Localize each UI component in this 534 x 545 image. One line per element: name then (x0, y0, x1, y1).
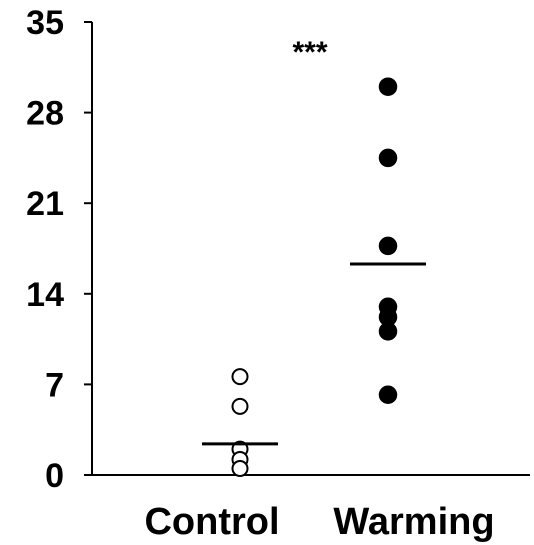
warming-point (378, 236, 398, 256)
warming-point (378, 148, 398, 168)
warming-point (378, 77, 398, 96)
axes (91, 22, 530, 476)
y-tick-label: 35 (26, 4, 64, 42)
y-axis-ticks (84, 21, 92, 476)
category-label-warming: Warming (333, 501, 494, 543)
significance-annotation: *** (292, 36, 327, 69)
warming-point (378, 322, 398, 341)
y-tick-label: 21 (26, 185, 64, 223)
y-tick-label: 28 (26, 95, 64, 133)
mean-lines (202, 262, 426, 446)
y-tick-label: 14 (26, 276, 64, 314)
control-point (231, 397, 249, 415)
category-label-control: Control (144, 501, 279, 543)
y-tick-label: 7 (45, 366, 64, 404)
data-points (231, 77, 398, 478)
control-point (231, 460, 249, 478)
warming-point (378, 385, 398, 405)
x-axis-category-labels: Control Warming (144, 501, 494, 543)
y-axis-tick-labels: 0 7 14 21 28 35 (26, 4, 64, 495)
y-tick-label: 0 (45, 457, 64, 495)
control-point (231, 368, 249, 386)
